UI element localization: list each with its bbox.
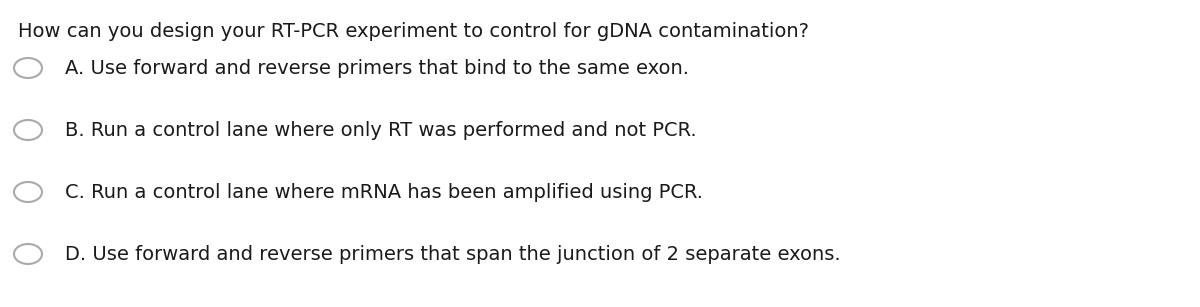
- Ellipse shape: [14, 58, 42, 78]
- Ellipse shape: [14, 182, 42, 202]
- Text: B. Run a control lane where only RT was performed and not PCR.: B. Run a control lane where only RT was …: [65, 121, 697, 139]
- Text: How can you design your RT-PCR experiment to control for gDNA contamination?: How can you design your RT-PCR experimen…: [18, 22, 809, 41]
- Ellipse shape: [14, 244, 42, 264]
- Ellipse shape: [14, 120, 42, 140]
- Text: C. Run a control lane where mRNA has been amplified using PCR.: C. Run a control lane where mRNA has bee…: [65, 182, 703, 201]
- Text: D. Use forward and reverse primers that span the junction of 2 separate exons.: D. Use forward and reverse primers that …: [65, 244, 841, 263]
- Text: A. Use forward and reverse primers that bind to the same exon.: A. Use forward and reverse primers that …: [65, 59, 689, 77]
